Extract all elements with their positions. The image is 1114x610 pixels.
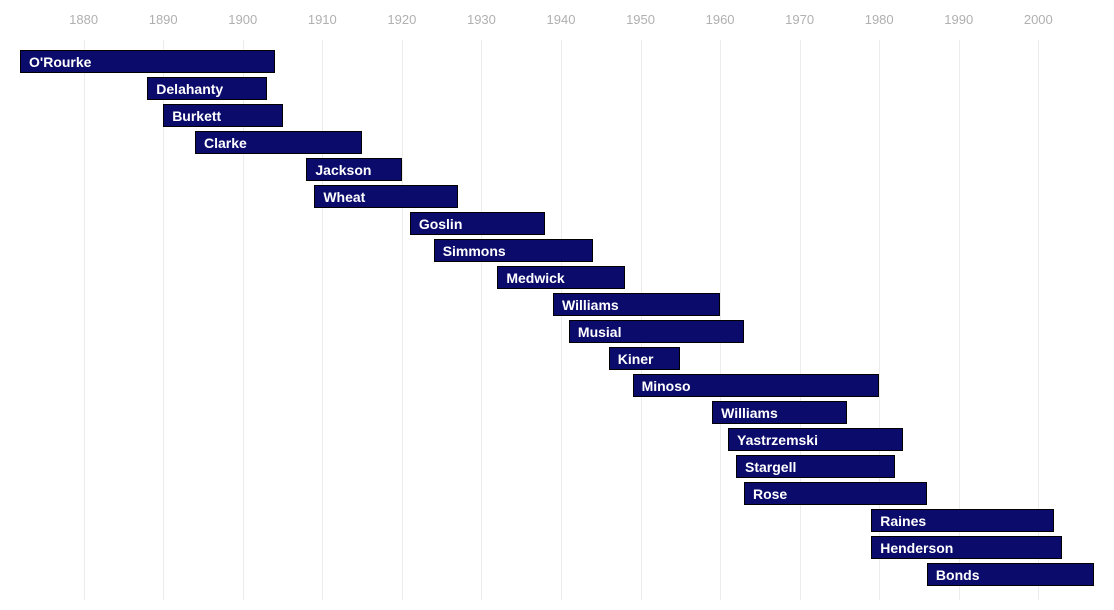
gantt-bar-label: Jackson: [315, 162, 371, 178]
gantt-bar-label: Henderson: [880, 540, 953, 556]
gantt-bar: Bonds: [927, 563, 1094, 586]
gantt-bar-label: Wheat: [323, 189, 365, 205]
gantt-bar: Jackson: [306, 158, 401, 181]
gantt-bar: Raines: [871, 509, 1054, 532]
gantt-bar: Williams: [553, 293, 720, 316]
gantt-bar: Medwick: [497, 266, 624, 289]
gantt-bar-label: Musial: [578, 324, 622, 340]
gantt-bar-label: Bonds: [936, 567, 980, 583]
x-gridline: [322, 40, 323, 600]
x-tick-label: 1880: [69, 12, 98, 27]
x-tick-label: 1890: [149, 12, 178, 27]
gantt-bar-label: Minoso: [642, 378, 691, 394]
x-gridline: [481, 40, 482, 600]
x-tick-label: 1950: [626, 12, 655, 27]
gantt-bar: Burkett: [163, 104, 282, 127]
gantt-bar-label: Rose: [753, 486, 787, 502]
gantt-bar-label: Clarke: [204, 135, 247, 151]
gantt-bar: O'Rourke: [20, 50, 275, 73]
gantt-bar-label: Goslin: [419, 216, 463, 232]
gantt-bar: Simmons: [434, 239, 593, 262]
gantt-bar-label: Williams: [721, 405, 778, 421]
gantt-bar-label: Simmons: [443, 243, 506, 259]
x-gridline: [800, 40, 801, 600]
x-tick-label: 1900: [228, 12, 257, 27]
gantt-bar-label: Williams: [562, 297, 619, 313]
gantt-bar: Musial: [569, 320, 744, 343]
gantt-bar: Williams: [712, 401, 847, 424]
gantt-bar-label: Stargell: [745, 459, 796, 475]
x-tick-label: 1920: [387, 12, 416, 27]
gantt-bar-label: Delahanty: [156, 81, 223, 97]
gantt-bar: Yastrzemski: [728, 428, 903, 451]
gantt-bar: Wheat: [314, 185, 457, 208]
gantt-bar-label: Burkett: [172, 108, 221, 124]
gantt-bar: Rose: [744, 482, 927, 505]
x-gridline: [402, 40, 403, 600]
gantt-bar: Delahanty: [147, 77, 266, 100]
gantt-bar: Kiner: [609, 347, 681, 370]
x-gridline: [561, 40, 562, 600]
gantt-bar-label: Raines: [880, 513, 926, 529]
gantt-bar-label: Medwick: [506, 270, 564, 286]
gantt-bar-label: Kiner: [618, 351, 654, 367]
gantt-bar: Minoso: [633, 374, 880, 397]
x-tick-label: 1930: [467, 12, 496, 27]
x-tick-label: 1910: [308, 12, 337, 27]
x-gridline: [84, 40, 85, 600]
gantt-bar-label: Yastrzemski: [737, 432, 818, 448]
gantt-bar: Stargell: [736, 455, 895, 478]
gantt-bar: Henderson: [871, 536, 1062, 559]
gantt-bar: Goslin: [410, 212, 545, 235]
career-span-gantt-chart: 1880 1890 1900 1910 1920 1930 1940 1950 1960 1970…: [0, 0, 1114, 610]
x-tick-label: 1980: [865, 12, 894, 27]
gantt-bar-label: O'Rourke: [29, 54, 91, 70]
x-tick-label: 1960: [706, 12, 735, 27]
x-tick-label: 1970: [785, 12, 814, 27]
x-tick-label: 1940: [547, 12, 576, 27]
x-tick-label: 1990: [944, 12, 973, 27]
x-tick-label: 2000: [1024, 12, 1053, 27]
gantt-bar: Clarke: [195, 131, 362, 154]
